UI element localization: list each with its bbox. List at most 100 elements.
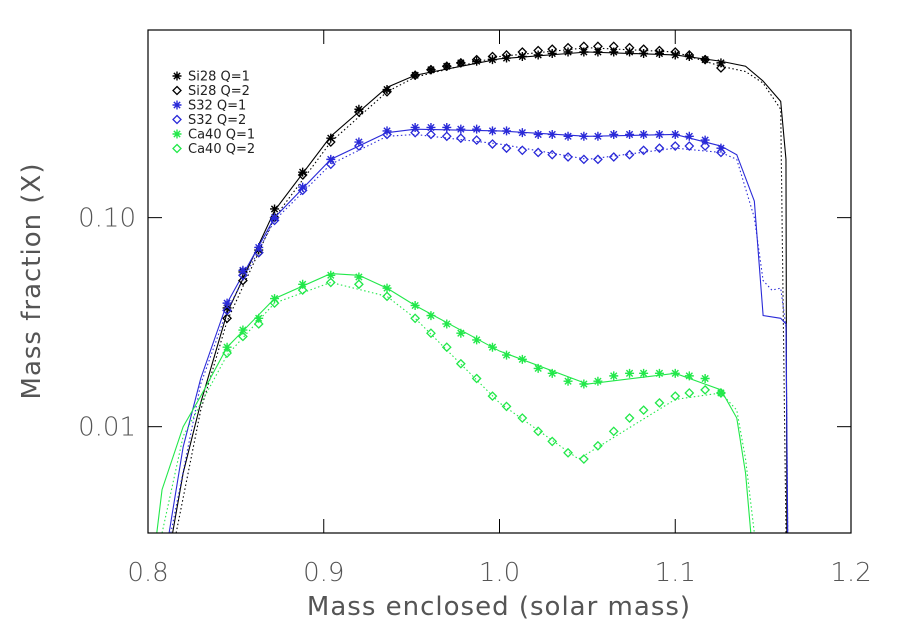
ticks: 0.8 0.9 1.0 1.1 1.2 0.01 0.10 — [78, 30, 872, 588]
marker-star — [238, 265, 248, 275]
marker-star — [609, 371, 619, 381]
series-line — [175, 47, 787, 533]
marker-diamond — [353, 107, 364, 117]
marker-star — [472, 56, 482, 66]
marker-star — [533, 363, 543, 373]
marker-diamond — [654, 397, 665, 408]
marker-star — [654, 48, 664, 58]
x-tick-label: 1.2 — [830, 558, 871, 588]
legend-label: Si28 Q=1 — [188, 70, 250, 85]
marker-star — [700, 135, 710, 145]
marker-diamond — [593, 154, 603, 165]
marker-star — [593, 47, 603, 57]
marker-star — [502, 126, 512, 136]
marker-star — [639, 368, 649, 378]
marker-star — [254, 242, 264, 252]
marker-diamond — [578, 154, 589, 165]
marker-star — [382, 283, 392, 293]
marker-star — [654, 368, 664, 378]
marker-diamond — [684, 50, 695, 60]
marker-diamond — [382, 86, 392, 97]
marker-star — [609, 47, 619, 57]
marker-star — [172, 100, 182, 110]
marker-diamond — [325, 137, 336, 147]
marker-diamond — [684, 388, 695, 398]
marker-diamond — [455, 133, 466, 144]
marker-diamond — [593, 41, 603, 52]
marker-diamond — [426, 64, 436, 75]
marker-diamond — [700, 141, 711, 151]
y-tick-label: 0.10 — [78, 204, 136, 234]
marker-diamond — [353, 141, 364, 151]
marker-star — [563, 376, 573, 386]
marker-star — [442, 319, 452, 329]
marker-star — [502, 53, 512, 63]
marker-star — [410, 300, 420, 310]
marker-star — [456, 58, 466, 68]
marker-star — [410, 70, 420, 80]
marker-star — [654, 129, 664, 139]
marker-star — [625, 129, 635, 139]
marker-star — [238, 325, 248, 335]
legend-label: S32 Q=2 — [188, 113, 246, 128]
marker-diamond — [426, 328, 436, 339]
marker-diamond — [426, 129, 436, 140]
marker-diamond — [382, 129, 392, 140]
marker-star — [442, 61, 452, 71]
marker-diamond — [624, 149, 635, 160]
marker-diamond — [547, 44, 558, 55]
marker-diamond — [517, 413, 528, 423]
marker-diamond — [471, 135, 482, 145]
marker-diamond — [533, 426, 544, 437]
marker-diamond — [624, 42, 635, 53]
plot-frame — [147, 29, 852, 534]
marker-diamond — [325, 159, 336, 170]
marker-star — [533, 129, 543, 139]
marker-diamond — [670, 47, 681, 57]
marker-diamond — [501, 143, 512, 154]
marker-star — [639, 129, 649, 139]
legend-label: S32 Q=1 — [188, 99, 246, 114]
marker-diamond — [716, 388, 726, 398]
marker-star — [700, 374, 710, 384]
marker-diamond — [533, 147, 544, 158]
marker-diamond — [670, 141, 681, 151]
marker-star — [172, 71, 182, 81]
marker-diamond — [382, 291, 392, 302]
marker-diamond — [172, 114, 182, 125]
marker-diamond — [684, 141, 695, 151]
marker-diamond — [593, 440, 603, 451]
marker-star — [222, 342, 232, 352]
marker-diamond — [517, 47, 528, 57]
marker-diamond — [487, 51, 498, 62]
marker-diamond — [410, 127, 421, 138]
marker-diamond — [441, 61, 452, 72]
marker-star — [270, 213, 280, 223]
marker-diamond — [638, 405, 649, 416]
marker-diamond — [716, 63, 726, 73]
marker-star — [684, 131, 694, 141]
x-tick-label: 1.1 — [655, 558, 696, 588]
marker-diamond — [670, 391, 681, 402]
marker-star — [426, 122, 436, 132]
marker-diamond — [353, 279, 364, 290]
marker-star — [517, 128, 527, 138]
marker-star — [472, 124, 482, 134]
marker-star — [298, 167, 308, 177]
series-line — [156, 273, 752, 533]
marker-diamond — [563, 152, 573, 162]
marker-diamond — [533, 45, 544, 56]
marker-star — [593, 376, 603, 386]
plot-area — [156, 47, 789, 533]
marker-star — [670, 368, 680, 378]
marker-star — [593, 131, 603, 141]
marker-diamond — [547, 436, 558, 447]
marker-diamond — [501, 50, 512, 60]
marker-diamond — [297, 170, 308, 180]
marker-diamond — [638, 44, 649, 55]
marker-star — [326, 270, 336, 280]
marker-diamond — [471, 373, 482, 384]
x-tick-label: 0.8 — [127, 558, 168, 588]
marker-star — [609, 129, 619, 139]
